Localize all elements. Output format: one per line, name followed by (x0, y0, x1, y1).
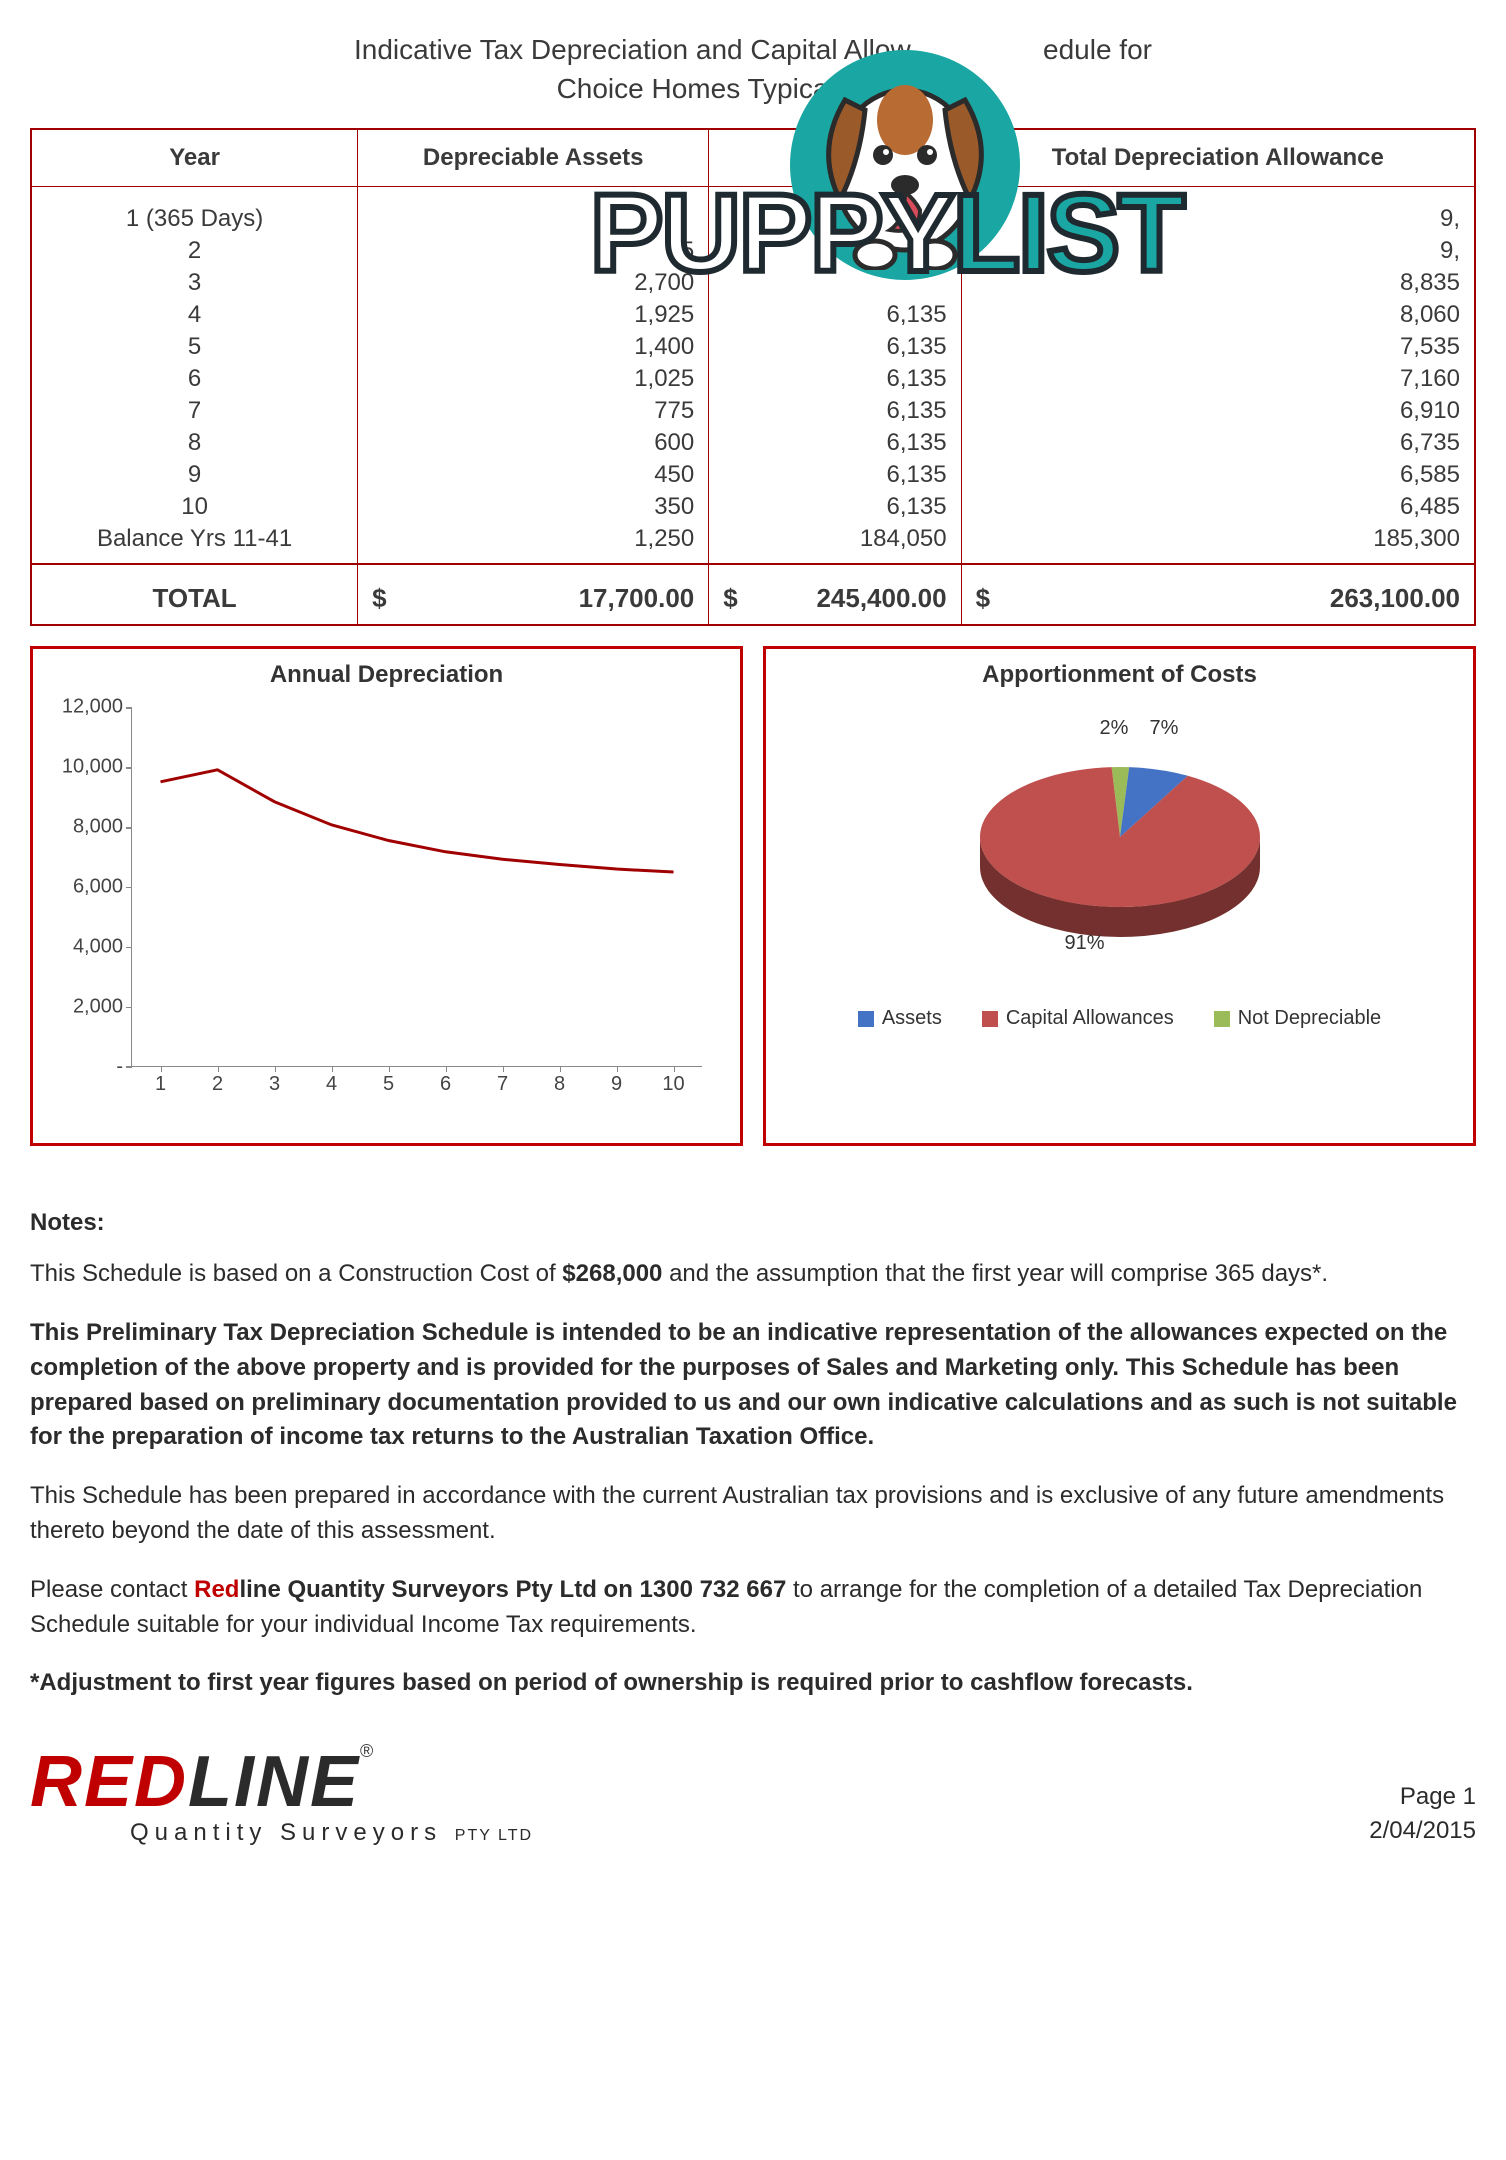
legend-item: Capital Allowances (982, 1007, 1174, 1030)
th-year: Year (31, 129, 358, 187)
page-date: 2/04/2015 (1369, 1814, 1476, 1848)
pie-chart-title: Apportionment of Costs (784, 661, 1455, 689)
pie-legend: Assets Capital Allowances Not Depreciable (784, 1007, 1455, 1030)
table-row: 51,4006,1357,535 (31, 331, 1475, 363)
table-row: 32,7008,835 (31, 267, 1475, 299)
notes-p4: Please contact Redline Quantity Surveyor… (30, 1573, 1476, 1643)
th-assets: Depreciable Assets (358, 129, 709, 187)
line-chart-title: Annual Depreciation (51, 661, 722, 689)
page-number: Page 1 (1369, 1780, 1476, 1814)
table-row: 1 (365 Days)9, (31, 187, 1475, 236)
notes-p1: This Schedule is based on a Construction… (30, 1257, 1476, 1292)
page-info: Page 1 2/04/2015 (1369, 1780, 1476, 1847)
line-chart: 12345678910 -2,0004,0006,0008,00010,0001… (51, 697, 722, 1117)
table-row: Balance Yrs 11-411,250184,050185,300 (31, 523, 1475, 564)
footer: REDLINE® Quantity Surveyors PTY LTD Page… (30, 1741, 1476, 1847)
line-chart-box: Annual Depreciation 12345678910 -2,0004,… (30, 646, 743, 1146)
legend-item: Not Depreciable (1214, 1007, 1381, 1030)
title-l1-post: edule for (1043, 34, 1152, 65)
logo-sub: Quantity Surveyors PTY LTD (30, 1819, 533, 1847)
total-assets: $17,700.00 (358, 564, 709, 625)
total-capital: $245,400.00 (709, 564, 961, 625)
notes-p5: *Adjustment to first year figures based … (30, 1666, 1476, 1701)
total-label: TOTAL (31, 564, 358, 625)
notes-heading: Notes: (30, 1206, 1476, 1241)
table-total-row: TOTAL $17,700.00 $245,400.00 $263,100.00 (31, 564, 1475, 625)
table-row: 2259, (31, 235, 1475, 267)
depreciation-table: Year Depreciable Assets Capital Total De… (30, 128, 1476, 626)
pie-chart-box: Apportionment of Costs 2%7%91% Assets Cap… (763, 646, 1476, 1146)
title-l1-pre: Indicative Tax Depreciation and Capital … (354, 34, 911, 65)
notes-section: Notes: This Schedule is based on a Const… (30, 1206, 1476, 1701)
notes-p3: This Schedule has been prepared in accor… (30, 1479, 1476, 1549)
table-row: 86006,1356,735 (31, 427, 1475, 459)
page-title: Indicative Tax Depreciation and Capital … (30, 30, 1476, 108)
logo-reg: ® (360, 1741, 375, 1761)
legend-item: Assets (858, 1007, 942, 1030)
notes-p2: This Preliminary Tax Depreciation Schedu… (30, 1316, 1476, 1455)
th-capital: Capital (709, 129, 961, 187)
total-total: $263,100.00 (961, 564, 1475, 625)
pie-chart: 2%7%91% (950, 717, 1290, 977)
table-row: 94506,1356,585 (31, 459, 1475, 491)
logo-dark: LINE (188, 1742, 360, 1822)
charts-row: Annual Depreciation 12345678910 -2,0004,… (30, 646, 1476, 1146)
table-row: 61,0256,1357,160 (31, 363, 1475, 395)
table-row: 41,9256,1358,060 (31, 299, 1475, 331)
title-highlight: "Oakley" (842, 73, 949, 104)
pie-wrap: 2%7%91% Assets Capital Allowances Not Depr… (784, 697, 1455, 1161)
page: PUPPYLIST Indicative Tax Depreciation an… (30, 30, 1476, 1847)
title-l2-pre: Choice Homes Typical (557, 73, 843, 104)
logo-red: RED (30, 1742, 188, 1822)
th-total: Total Depreciation Allowance (961, 129, 1475, 187)
table-row: 103506,1356,485 (31, 491, 1475, 523)
table-row: 77756,1356,910 (31, 395, 1475, 427)
redline-logo: REDLINE® Quantity Surveyors PTY LTD (30, 1741, 533, 1847)
